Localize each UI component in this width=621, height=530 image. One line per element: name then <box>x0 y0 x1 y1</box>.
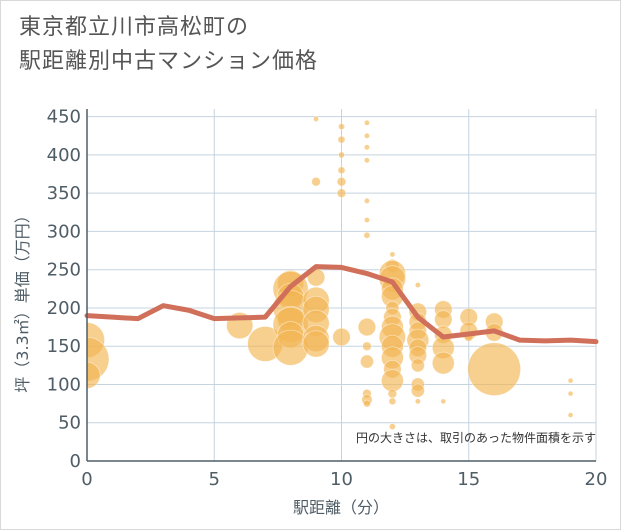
x-tick-label: 10 <box>330 469 353 490</box>
y-tick-label: 200 <box>47 298 81 319</box>
bubble <box>311 176 321 187</box>
bubble <box>414 398 421 405</box>
y-tick-label: 400 <box>47 145 81 166</box>
bubble <box>337 135 346 144</box>
bubble <box>336 188 347 198</box>
bubble <box>388 423 396 431</box>
bubble <box>414 281 421 289</box>
bubble <box>336 176 347 187</box>
x-axis-label: 駅距離（分） <box>293 498 389 517</box>
x-tick-label: 0 <box>81 469 92 490</box>
bubble <box>567 377 574 384</box>
bubble <box>363 216 370 223</box>
y-tick-label: 100 <box>47 374 81 395</box>
bubble <box>337 166 346 175</box>
bubble <box>359 354 374 369</box>
grid-lines <box>86 109 597 462</box>
y-tick-label: 150 <box>47 336 81 357</box>
average-price-line <box>84 264 599 345</box>
x-tick-label: 20 <box>585 469 608 490</box>
y-tick-label: 250 <box>47 260 81 281</box>
bubble <box>567 390 574 397</box>
bubble <box>363 144 370 151</box>
bubble <box>431 351 455 375</box>
bubble <box>467 342 522 396</box>
bubble <box>389 251 396 258</box>
average-line-group <box>84 264 599 345</box>
chart-title-line-2: 駅距離別中古マンション価格 <box>19 49 319 74</box>
bubble <box>567 412 574 418</box>
bubble <box>363 197 370 204</box>
size-note: 円の大きさは、取引のあった物件面積を示す <box>356 430 596 445</box>
bubble <box>387 388 398 399</box>
bubble <box>313 115 320 122</box>
bubble <box>363 119 370 126</box>
bubbles <box>87 115 574 431</box>
y-tick-label: 350 <box>47 183 81 204</box>
bubble <box>410 358 425 373</box>
bubble <box>410 383 425 398</box>
bubble <box>363 231 371 239</box>
y-tick-label: 450 <box>47 107 81 128</box>
chart-title-line-1: 東京都立川市高松町の <box>19 15 250 40</box>
x-tick-label: 5 <box>209 469 220 490</box>
bubble <box>363 399 371 408</box>
y-tick-label: 300 <box>47 221 81 242</box>
bubble <box>302 330 330 358</box>
bubble <box>363 157 370 164</box>
bubble <box>380 369 404 393</box>
x-tick-label: 15 <box>457 469 480 490</box>
bubble <box>388 397 397 406</box>
bubble <box>363 132 370 139</box>
axes: 0 50 100 150 200 250 300 350 400 450 0 5 10 15 20 <box>47 107 608 490</box>
y-tick-label: 50 <box>58 413 81 434</box>
bubble-layer <box>87 115 574 431</box>
bubble <box>440 398 447 405</box>
bubble <box>338 151 345 159</box>
bubble <box>338 123 345 131</box>
bubble <box>332 327 351 347</box>
chart-title: 東京都立川市高松町の 駅距離別中古マンション価格 <box>19 11 609 79</box>
bubble <box>362 341 372 352</box>
y-axis-label: 坪（3.3㎡）単価（万円） <box>13 207 32 392</box>
bubble <box>357 317 377 337</box>
y-tick-label: 0 <box>70 451 81 472</box>
